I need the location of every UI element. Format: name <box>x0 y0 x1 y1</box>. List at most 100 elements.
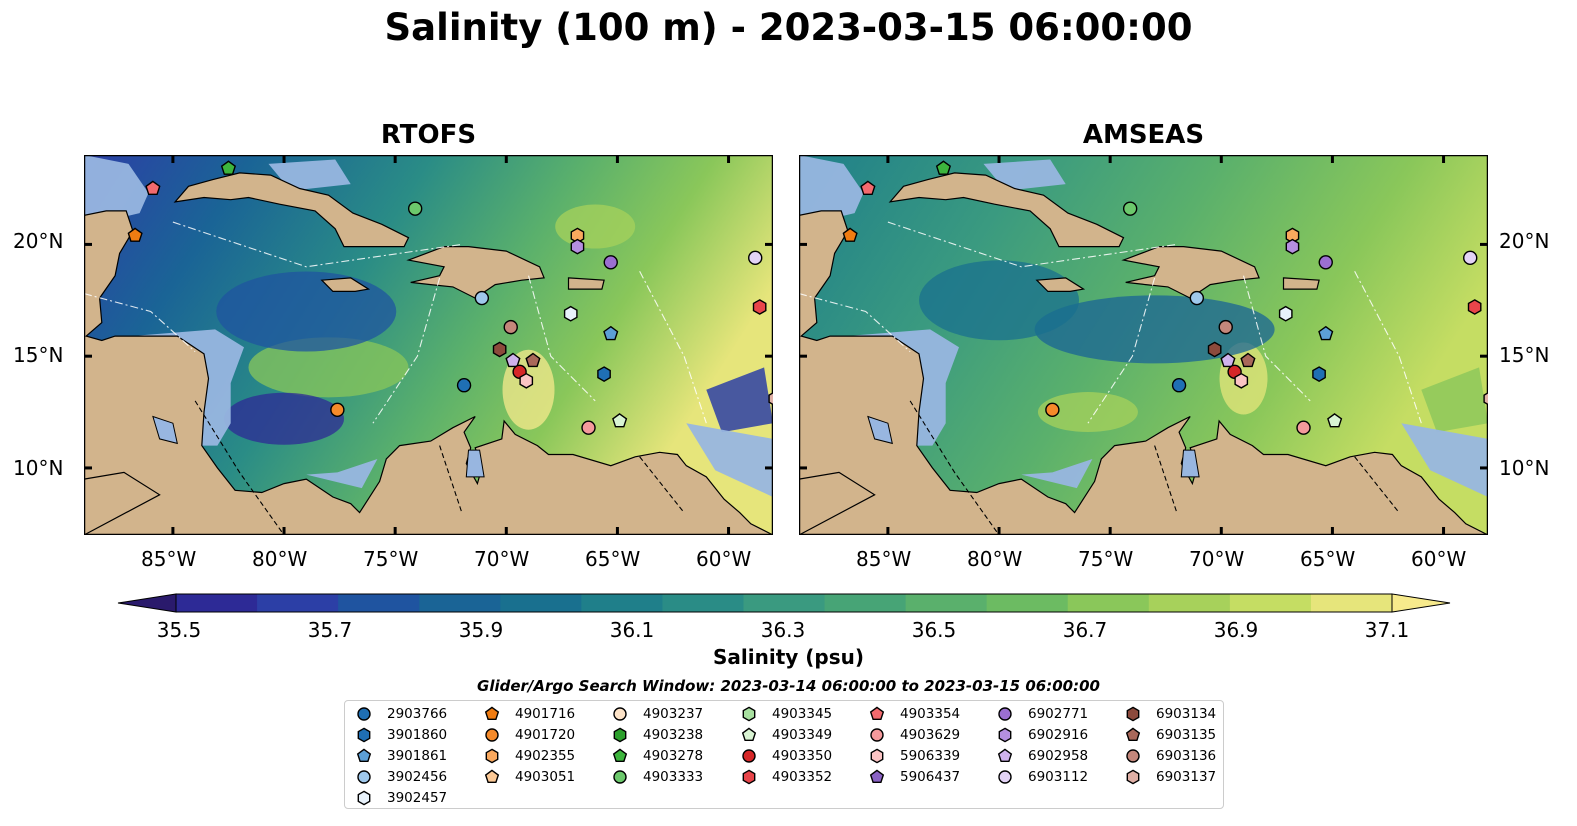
legend-item-2903766: 2903766 <box>355 704 447 724</box>
legend-marker-pentagon <box>484 769 500 783</box>
legend-marker-circle <box>742 749 756 763</box>
legend-marker-pentagon <box>356 748 372 762</box>
legend-marker-circle <box>998 770 1012 784</box>
float-marker-4903278 <box>935 160 952 175</box>
legend-marker-circle <box>357 770 371 784</box>
lon-label-70w-right: 70°W <box>1189 547 1245 571</box>
legend-label: 6903112 <box>1028 769 1089 785</box>
legend-item-3901860: 3901860 <box>355 725 447 745</box>
legend-marker-circle <box>485 728 499 742</box>
legend-label: 3902456 <box>387 769 448 785</box>
legend-item-6902916: 6902916 <box>996 725 1088 745</box>
float-legend: 2903766 3901860 3901861 3902456 3902457 49017… <box>344 700 1224 809</box>
float-marker-6902958 <box>1220 352 1236 368</box>
legend-label: 6903137 <box>1156 769 1217 785</box>
lat-label-10n-right: 10°N <box>1499 456 1550 480</box>
float-marker-4903354 <box>145 180 161 195</box>
float-marker-4901720 <box>330 402 345 418</box>
panel-title-rtofs: RTOFS <box>380 120 477 150</box>
float-marker-6903135 <box>525 352 541 368</box>
lat-label-20n-right: 20°N <box>1499 229 1550 253</box>
colorbar-tick-36-7: 36.7 <box>1062 618 1108 642</box>
legend-label: 4903278 <box>643 748 704 764</box>
legend-item-4903237: 4903237 <box>611 704 703 724</box>
legend-label: 4903051 <box>515 769 576 785</box>
lon-label-70w-left: 70°W <box>474 547 530 571</box>
legend-item-5906437: 5906437 <box>868 767 960 787</box>
legend-label: 4903350 <box>772 748 833 764</box>
float-marker-5906339 <box>1234 372 1249 389</box>
legend-label: 6903136 <box>1156 748 1217 764</box>
lat-label-20n-left: 20°N <box>13 229 64 253</box>
float-marker-4901716 <box>842 227 858 242</box>
lat-label-15n-right: 15°N <box>1499 343 1550 367</box>
float-marker-3902457 <box>1278 305 1293 322</box>
float-marker-3901861 <box>1318 325 1334 341</box>
legend-marker-pentagon <box>869 706 885 720</box>
float-marker-6903137 <box>768 391 773 406</box>
float-marker-6903137 <box>1483 391 1488 406</box>
colorbar-tick-35-7: 35.7 <box>307 618 353 642</box>
lat-label-15n-left: 15°N <box>13 343 64 367</box>
legend-item-6903112: 6903112 <box>996 767 1088 787</box>
legend-item-4903278: 4903278 <box>611 746 703 766</box>
legend-label: 4901720 <box>515 727 576 743</box>
legend-marker-pentagon <box>997 748 1013 762</box>
float-marker-6903134 <box>1207 341 1222 358</box>
legend-item-4903345: 4903345 <box>740 704 832 724</box>
float-marker-4903629 <box>1296 420 1311 435</box>
lon-label-75w-left: 75°W <box>363 547 419 571</box>
legend-item-4903350: 4903350 <box>740 746 832 766</box>
legend-marker-circle <box>613 770 627 784</box>
legend-marker-pentagon <box>1125 727 1141 741</box>
legend-marker-pentagon <box>869 769 885 783</box>
legend-label: 6902916 <box>1028 727 1089 743</box>
float-marker-6902916 <box>570 238 585 255</box>
float-marker-6903136 <box>503 319 518 335</box>
legend-marker-hexagon <box>613 727 627 743</box>
legend-item-6903135: 6903135 <box>1124 725 1216 745</box>
float-marker-6903112 <box>1463 250 1478 266</box>
legend-marker-hexagon <box>357 790 371 806</box>
legend-label: 6903135 <box>1156 727 1217 743</box>
float-marker-5906339 <box>519 372 534 389</box>
float-marker-6903112 <box>748 250 763 266</box>
colorbar-tick-36-5: 36.5 <box>911 618 957 642</box>
legend-label: 4903238 <box>643 727 704 743</box>
lon-label-65w-left: 65°W <box>585 547 641 571</box>
legend-label: 5906437 <box>900 769 961 785</box>
amseas-salinity-map <box>799 155 1488 535</box>
legend-item-4903349: 4903349 <box>740 725 832 745</box>
legend-marker-circle <box>870 728 884 742</box>
float-marker-2903766 <box>456 378 472 393</box>
float-marker-4903354 <box>860 180 876 195</box>
float-marker-3902456 <box>474 290 490 306</box>
search-window-caption: Glider/Argo Search Window: 2023-03-14 06… <box>477 677 1100 695</box>
float-marker-4903333 <box>407 201 423 216</box>
colorbar-tick-36-9: 36.9 <box>1213 618 1259 642</box>
legend-marker-hexagon <box>742 706 756 722</box>
float-marker-4903352 <box>752 299 767 315</box>
legend-label: 4903352 <box>772 769 833 785</box>
colorbar-title: Salinity (psu) <box>712 645 864 669</box>
legend-label: 3901861 <box>387 748 448 764</box>
legend-label: 6902771 <box>1028 706 1089 722</box>
legend-item-3902457: 3902457 <box>355 788 447 808</box>
float-marker-4901720 <box>1045 402 1060 418</box>
legend-marker-pentagon <box>741 727 757 741</box>
legend-label: 5906339 <box>900 748 961 764</box>
legend-marker-circle <box>613 707 627 721</box>
legend-marker-hexagon <box>870 748 884 764</box>
legend-marker-hexagon <box>742 769 756 785</box>
legend-marker-pentagon <box>484 706 500 720</box>
lat-label-10n-left: 10°N <box>13 456 64 480</box>
legend-label: 6902958 <box>1028 748 1089 764</box>
float-marker-4903278 <box>220 160 237 175</box>
float-marker-2903766 <box>1171 378 1187 393</box>
lon-label-80w-right: 80°W <box>967 547 1023 571</box>
float-marker-6903135 <box>1240 352 1256 368</box>
float-marker-6903136 <box>1218 319 1233 335</box>
legend-item-4903051: 4903051 <box>483 767 575 787</box>
colorbar-tick-36-1: 36.1 <box>609 618 655 642</box>
salinity-colorbar <box>117 593 1451 613</box>
